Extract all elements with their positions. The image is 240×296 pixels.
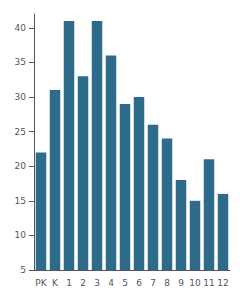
svg-text:30: 30 (15, 92, 27, 102)
svg-text:11: 11 (203, 278, 214, 288)
svg-text:3: 3 (94, 278, 100, 288)
svg-text:25: 25 (15, 127, 26, 137)
svg-text:40: 40 (15, 23, 27, 33)
svg-text:8: 8 (164, 278, 170, 288)
svg-text:K: K (52, 278, 59, 288)
svg-text:PK: PK (35, 278, 47, 288)
svg-text:15: 15 (15, 196, 26, 206)
svg-text:7: 7 (150, 278, 156, 288)
svg-text:12: 12 (217, 278, 228, 288)
svg-text:6: 6 (136, 278, 142, 288)
svg-text:5: 5 (122, 278, 128, 288)
svg-text:20: 20 (15, 161, 27, 171)
svg-text:10: 10 (189, 278, 201, 288)
svg-text:9: 9 (178, 278, 184, 288)
svg-text:35: 35 (15, 57, 26, 67)
svg-text:1: 1 (66, 278, 72, 288)
svg-text:5: 5 (20, 265, 26, 275)
svg-text:2: 2 (80, 278, 86, 288)
svg-text:4: 4 (108, 278, 114, 288)
svg-text:10: 10 (15, 230, 27, 240)
